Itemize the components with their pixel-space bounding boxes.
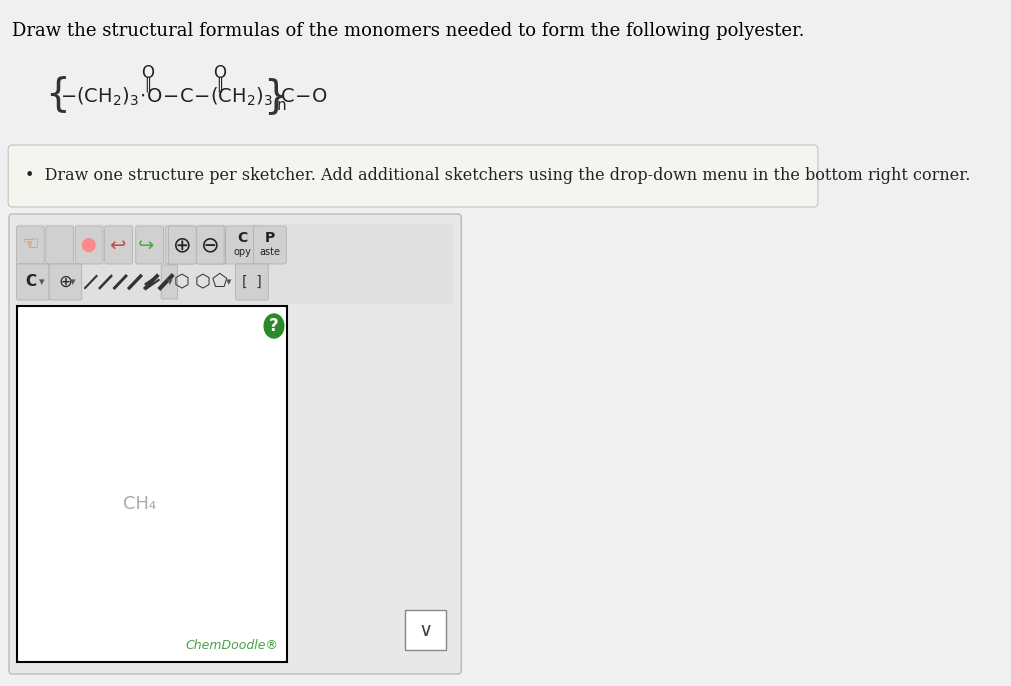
Text: ⬡: ⬡ xyxy=(195,273,210,291)
FancyBboxPatch shape xyxy=(196,226,223,264)
FancyBboxPatch shape xyxy=(9,214,461,674)
FancyBboxPatch shape xyxy=(104,226,132,264)
Text: ‖: ‖ xyxy=(145,78,152,92)
Text: [  ]: [ ] xyxy=(242,275,262,289)
Text: ▾: ▾ xyxy=(226,277,232,287)
Text: O: O xyxy=(213,64,226,82)
Text: $\mathrm{-(CH_2)_3 \!\cdot\! O\!-\!C\!-\!(CH_2)_3 \!\cdot\! C\!-\!O}$: $\mathrm{-(CH_2)_3 \!\cdot\! O\!-\!C\!-\… xyxy=(60,86,327,108)
Text: •  Draw one structure per sketcher. Add additional sketchers using the drop-down: • Draw one structure per sketcher. Add a… xyxy=(24,167,969,185)
Text: ‖: ‖ xyxy=(216,78,223,92)
Text: ↩: ↩ xyxy=(108,235,125,255)
Text: ▾: ▾ xyxy=(71,277,76,287)
FancyBboxPatch shape xyxy=(168,226,196,264)
FancyBboxPatch shape xyxy=(135,226,164,264)
FancyBboxPatch shape xyxy=(161,265,177,299)
Text: $\}$: $\}$ xyxy=(262,77,284,117)
FancyBboxPatch shape xyxy=(16,264,49,300)
Text: aste: aste xyxy=(259,247,280,257)
FancyBboxPatch shape xyxy=(254,226,286,264)
FancyBboxPatch shape xyxy=(165,226,193,264)
Text: O: O xyxy=(142,64,155,82)
FancyBboxPatch shape xyxy=(75,226,103,264)
FancyBboxPatch shape xyxy=(8,145,817,207)
FancyBboxPatch shape xyxy=(198,226,225,264)
FancyBboxPatch shape xyxy=(16,226,44,264)
Text: ⬠: ⬠ xyxy=(211,273,226,291)
Text: $\{$: $\{$ xyxy=(44,75,67,115)
Bar xyxy=(17,224,453,304)
Text: ▾: ▾ xyxy=(39,277,44,287)
Text: C: C xyxy=(25,274,36,289)
Text: ⊖: ⊖ xyxy=(200,235,219,255)
Text: n: n xyxy=(276,97,286,113)
Circle shape xyxy=(264,314,283,338)
Text: ChemDoodle®: ChemDoodle® xyxy=(186,639,279,652)
Text: ⊕: ⊕ xyxy=(173,235,191,255)
Text: opy: opy xyxy=(233,247,251,257)
FancyBboxPatch shape xyxy=(45,226,74,264)
FancyBboxPatch shape xyxy=(49,264,82,300)
Text: ⬤: ⬤ xyxy=(80,238,95,252)
Text: ⬡: ⬡ xyxy=(174,273,189,291)
Text: CH₄: CH₄ xyxy=(123,495,157,513)
Text: C: C xyxy=(237,231,247,245)
Bar xyxy=(404,610,445,650)
FancyBboxPatch shape xyxy=(236,264,268,300)
Text: ⊕: ⊕ xyxy=(58,273,72,291)
Text: ?: ? xyxy=(269,317,279,335)
Text: ☜: ☜ xyxy=(21,235,39,255)
Text: ∨: ∨ xyxy=(418,621,432,639)
Text: ▾: ▾ xyxy=(167,277,172,287)
Text: Draw the structural formulas of the monomers needed to form the following polyes: Draw the structural formulas of the mono… xyxy=(12,22,804,40)
Text: ↪: ↪ xyxy=(137,235,154,255)
FancyBboxPatch shape xyxy=(225,226,258,264)
Bar xyxy=(17,306,287,662)
Text: P: P xyxy=(265,231,275,245)
